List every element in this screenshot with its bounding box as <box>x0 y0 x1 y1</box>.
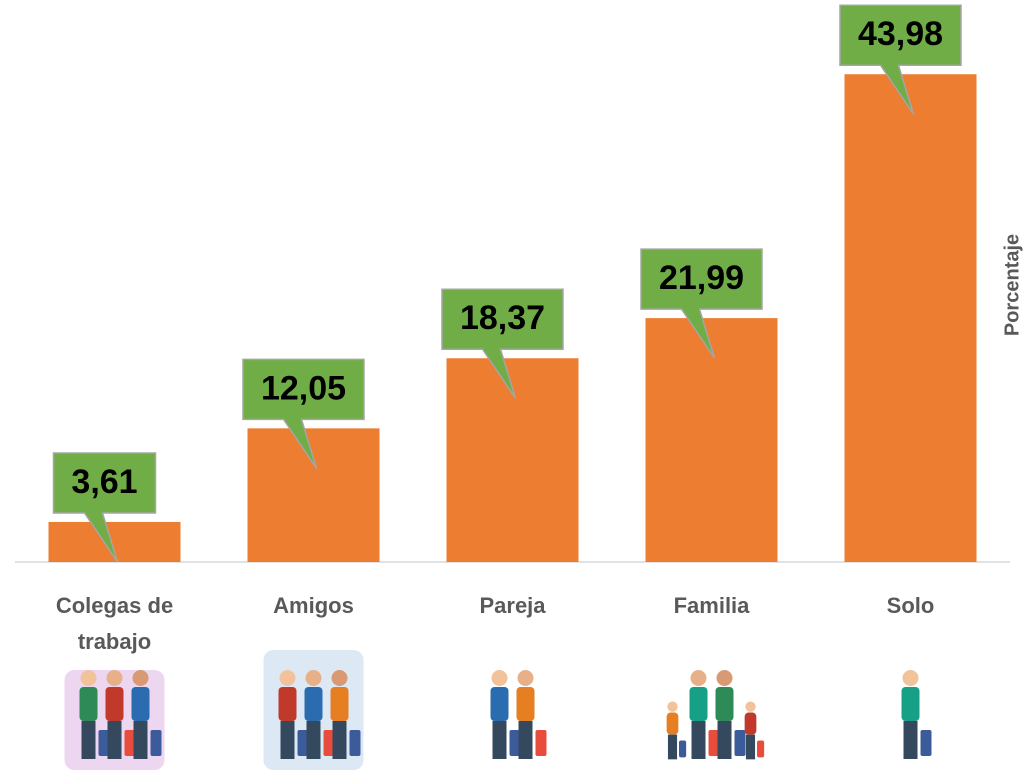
illustration-suitcase <box>734 730 746 756</box>
callout <box>640 248 763 359</box>
value-label: 12,05 <box>261 369 346 407</box>
illustration-suitcase <box>920 730 932 756</box>
illustration-body <box>901 687 920 721</box>
illustration-head <box>106 670 123 686</box>
bar <box>844 74 977 563</box>
y-axis-label: Porcentaje <box>1001 234 1023 336</box>
illustration-head <box>517 670 534 686</box>
illustration-suitcase <box>98 730 110 756</box>
value-label: 43,98 <box>858 15 943 53</box>
illustration-legs <box>691 721 706 759</box>
illustration-legs <box>81 721 96 759</box>
illustration-suitcase <box>679 740 687 758</box>
x-tick-label: Colegas de trabajo <box>55 593 174 654</box>
illustration-head <box>132 670 149 686</box>
illustration-head <box>80 670 97 686</box>
illustration-head <box>690 670 707 686</box>
illustration-legs <box>306 721 321 759</box>
illustration-body <box>304 687 323 721</box>
illustration-body <box>105 687 124 721</box>
illustration-head <box>491 670 508 686</box>
illustration-body <box>131 687 150 721</box>
illustration-head <box>902 670 919 686</box>
callout <box>441 288 564 399</box>
illustration-legs <box>133 721 148 759</box>
x-tick-label: Amigos <box>273 593 354 618</box>
illustration-body <box>278 687 297 721</box>
illustration-suitcase <box>150 730 162 756</box>
illustration-body <box>516 687 535 721</box>
illustration-head <box>331 670 348 686</box>
illustration-body <box>79 687 98 721</box>
illustration-legs <box>903 721 918 759</box>
illustration-body <box>744 712 757 735</box>
illustration-suitcase <box>349 730 361 756</box>
illustration-legs <box>717 721 732 759</box>
illustration-body <box>689 687 708 721</box>
illustration-legs <box>667 734 678 760</box>
illustration-suitcase <box>297 730 309 756</box>
illustration-head <box>305 670 322 686</box>
callout <box>242 358 365 469</box>
value-label: 18,37 <box>460 299 545 337</box>
illustration-body <box>715 687 734 721</box>
illustration-head <box>279 670 296 686</box>
value-label: 3,61 <box>71 463 137 501</box>
bar <box>247 428 380 562</box>
value-label: 21,99 <box>659 259 744 297</box>
illustration-legs <box>332 721 347 759</box>
illustration-suitcase <box>509 730 521 756</box>
illustration-suitcase <box>757 740 765 758</box>
illustration-body <box>666 712 679 735</box>
illustration-legs <box>492 721 507 759</box>
x-tick-label: Pareja <box>479 593 546 618</box>
illustration-head <box>745 701 756 712</box>
illustration-suitcase <box>124 730 136 756</box>
illustration-suitcase <box>323 730 335 756</box>
illustration-legs <box>518 721 533 759</box>
illustration-body <box>490 687 509 721</box>
illustration-legs <box>280 721 295 759</box>
illustration-head <box>716 670 733 686</box>
illustration-legs <box>745 734 756 760</box>
illustration-body <box>330 687 349 721</box>
callout <box>839 4 962 115</box>
bar <box>645 318 778 562</box>
x-tick-label: Familia <box>673 593 750 618</box>
illustration-head <box>667 701 678 712</box>
illustration-suitcase <box>708 730 720 756</box>
callout <box>52 452 157 563</box>
illustration-legs <box>107 721 122 759</box>
illustration-suitcase <box>535 730 547 756</box>
x-tick-label: Solo <box>886 593 935 618</box>
